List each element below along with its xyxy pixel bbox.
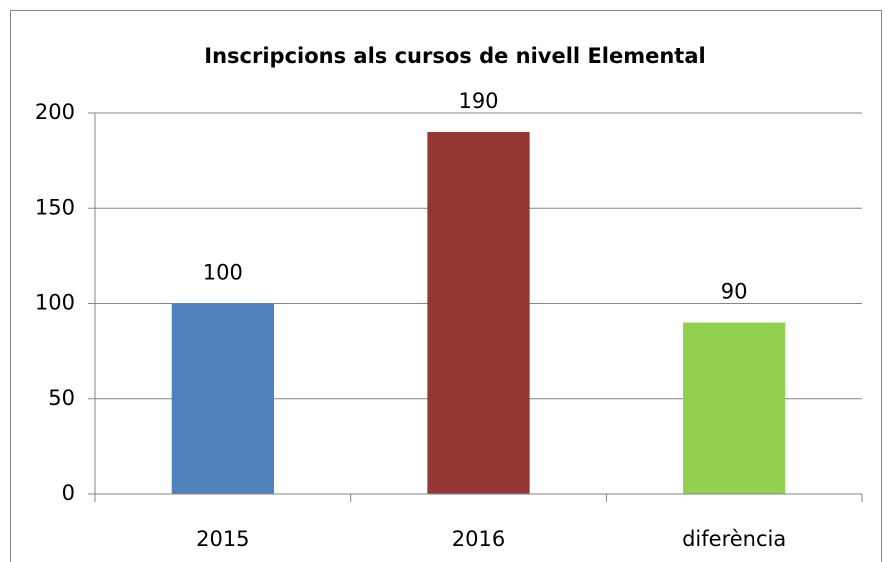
data-label: 90 (721, 280, 748, 304)
x-tick-label: 2016 (452, 527, 505, 551)
x-tick-label: diferència (682, 527, 786, 551)
y-tick-label: 100 (35, 291, 75, 315)
data-label: 100 (203, 261, 243, 285)
y-tick-label: 150 (35, 195, 75, 219)
bar (427, 132, 530, 495)
bar (171, 303, 274, 494)
chart-frame (10, 10, 882, 562)
y-tick-label: 200 (35, 100, 75, 124)
y-tick-label: 0 (62, 481, 75, 505)
x-tick-label: 2015 (196, 527, 249, 551)
y-tick-label: 50 (48, 386, 75, 410)
data-label: 190 (458, 89, 498, 113)
chart-title: Inscripcions als cursos de nivell Elemen… (204, 44, 705, 68)
bar (683, 322, 786, 494)
